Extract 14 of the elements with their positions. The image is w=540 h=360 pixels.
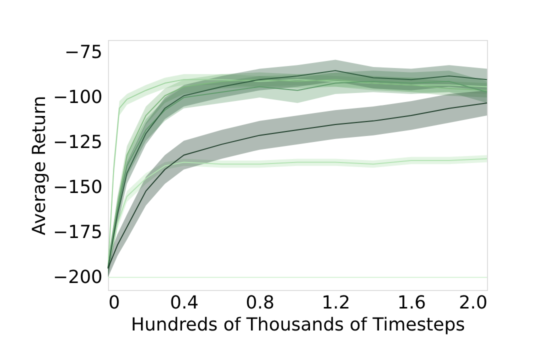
x-tick-label: 0.8	[246, 292, 274, 314]
x-tick-label: 1.6	[397, 292, 426, 314]
y-tick-label: −75	[64, 42, 102, 64]
y-tick-label: −175	[53, 222, 102, 243]
y-tick-label: −150	[53, 176, 102, 198]
x-tick-label: 0	[108, 292, 120, 314]
y-tick-label: −200	[53, 266, 102, 288]
x-tick-label: 0.4	[170, 292, 199, 314]
y-tick-label: −100	[53, 87, 102, 108]
y-axis-title: Average Return	[29, 96, 50, 236]
x-tick-label: 2.0	[458, 292, 488, 314]
x-axis-title: Hundreds of Thousands of Timesteps	[130, 314, 466, 336]
x-tick-label: 1.2	[322, 292, 350, 314]
y-tick-label: −125	[53, 132, 102, 154]
